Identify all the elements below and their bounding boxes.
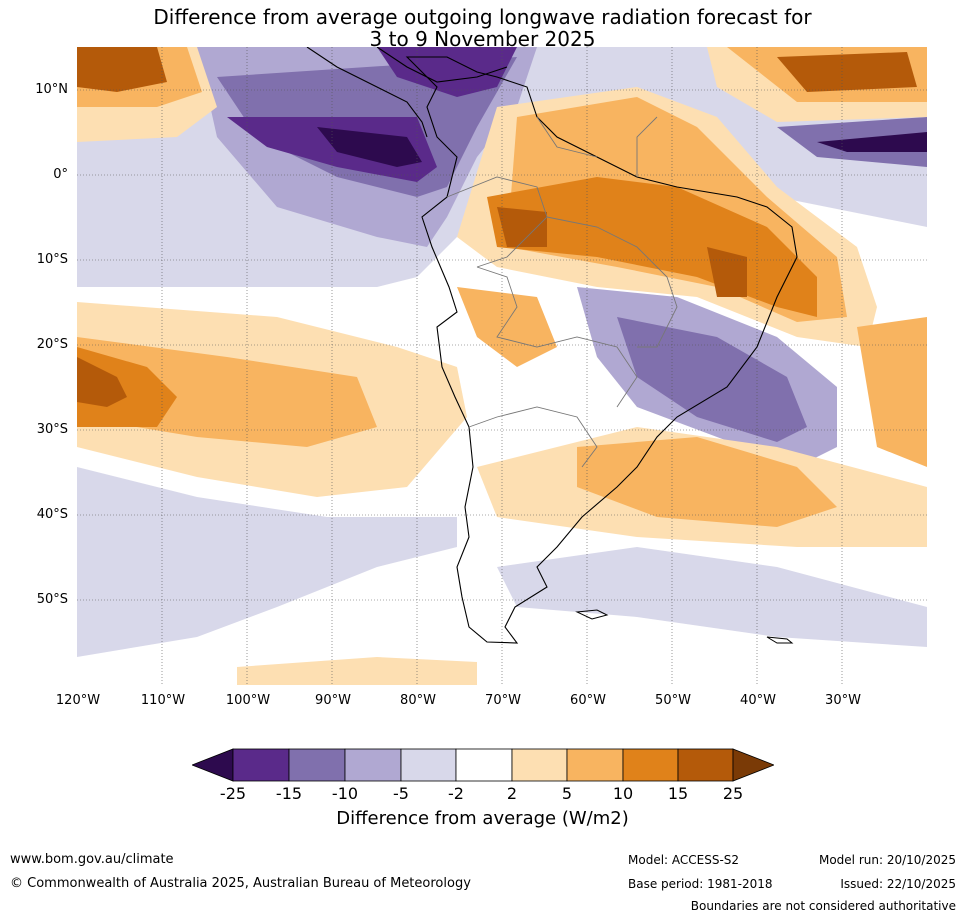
anomaly-neg-light-south-east [497, 547, 927, 647]
lat-label: 10°S [36, 252, 68, 267]
colorbar-segment [455, 748, 513, 782]
anomaly-pos-amazon-core-1 [497, 207, 547, 247]
colorbar-segment [232, 748, 290, 782]
colorbar-segment [732, 748, 774, 782]
copyright-notice: © Commonwealth of Australia 2025, Austra… [10, 876, 471, 891]
lat-label: 50°S [36, 592, 68, 607]
colorbar-tick: -15 [275, 784, 303, 803]
colorbar-tick: 2 [506, 784, 518, 803]
base-period: Base period: 1981-2018 [628, 877, 773, 891]
colorbar [192, 748, 774, 782]
lat-label: 40°S [36, 507, 68, 522]
falkland-islands [575, 609, 609, 620]
colorbar-segment [677, 748, 734, 782]
lon-label: 90°W [315, 693, 351, 708]
lon-label: 50°W [655, 693, 691, 708]
colorbar-segment [400, 748, 457, 782]
lat-label: 30°S [36, 422, 68, 437]
colorbar-tick: 25 [722, 784, 744, 803]
colorbar-tick: 15 [667, 784, 689, 803]
colorbar-tick: 5 [561, 784, 573, 803]
model-name: Model: ACCESS-S2 [628, 853, 740, 867]
website-link[interactable]: www.bom.gov.au/climate [10, 852, 174, 867]
lon-label: 40°W [740, 693, 776, 708]
anomaly-neg-pacific-core [317, 127, 422, 167]
anomaly-neg-light-south [77, 467, 457, 657]
colorbar-segment [192, 748, 234, 782]
anomaly-neg-atlantic-east-core [817, 132, 927, 152]
anomaly-pos-east [857, 317, 927, 467]
country-borders [446, 116, 678, 468]
issued-date: Issued: 22/10/2025 [840, 877, 956, 891]
central-america-coastline [306, 47, 508, 138]
lon-label: 60°W [570, 693, 606, 708]
colorbar-segment [288, 748, 346, 782]
olr-anomaly-map [77, 47, 927, 685]
anomaly-pos-south-pacific-strong [77, 347, 177, 427]
lat-label: 20°S [36, 337, 68, 352]
map-title-line1: Difference from average outgoing longwav… [153, 5, 812, 29]
anomaly-pos-ne-strong [777, 52, 917, 92]
lon-label: 70°W [485, 693, 521, 708]
colorbar-tick: 10 [612, 784, 634, 803]
colorbar-tick: -5 [393, 784, 409, 803]
colorbar-segment [566, 748, 624, 782]
anomaly-pos-nw-strong [77, 47, 167, 92]
anomaly-neg-caribbean [377, 47, 517, 97]
south-georgia [766, 636, 794, 644]
colorbar-label: Difference from average (W/m2) [336, 808, 629, 829]
anomaly-neg-brazil-mid [617, 317, 807, 442]
colorbar-segment [344, 748, 402, 782]
colorbar-tick: -25 [219, 784, 247, 803]
anomaly-pos-amazon-core-2 [707, 247, 747, 297]
colorbar-tick: -2 [448, 784, 464, 803]
anomaly-pos-bolivia [457, 287, 557, 367]
anomaly-pos-south-pacific-core [77, 357, 127, 407]
model-run-date: Model run: 20/10/2025 [818, 853, 956, 867]
lon-label: 80°W [400, 693, 436, 708]
colorbar-segment [622, 748, 679, 782]
boundaries-disclaimer: Boundaries are not considered authoritat… [690, 899, 956, 913]
colorbar-segment [511, 748, 568, 782]
lon-label: 120°W [55, 693, 101, 708]
lat-label: 10°N [35, 82, 68, 97]
lon-label: 30°W [825, 693, 861, 708]
lon-label: 110°W [140, 693, 186, 708]
map-title-line2: 3 to 9 November 2025 [369, 27, 596, 51]
lat-label: 0° [53, 167, 68, 182]
lon-label: 100°W [225, 693, 271, 708]
gridlines [77, 47, 927, 685]
colorbar-tick: -10 [331, 784, 359, 803]
